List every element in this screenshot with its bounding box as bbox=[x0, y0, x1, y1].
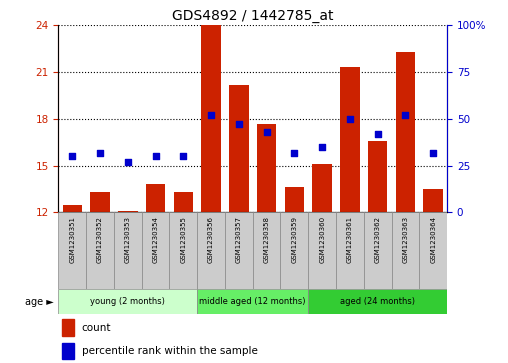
Text: age ►: age ► bbox=[24, 297, 53, 307]
Bar bbox=[62, 343, 74, 359]
Point bbox=[290, 150, 298, 155]
Bar bbox=[368, 141, 388, 212]
Point bbox=[151, 154, 160, 159]
Point bbox=[68, 154, 76, 159]
Bar bbox=[340, 68, 360, 212]
Point bbox=[401, 112, 409, 118]
Bar bbox=[114, 212, 142, 289]
Title: GDS4892 / 1442785_at: GDS4892 / 1442785_at bbox=[172, 9, 333, 23]
Bar bbox=[396, 52, 415, 212]
Bar bbox=[197, 212, 225, 289]
Point bbox=[346, 116, 354, 122]
Text: GSM1230358: GSM1230358 bbox=[264, 216, 270, 263]
Bar bbox=[58, 212, 86, 289]
Point bbox=[235, 122, 243, 127]
Point bbox=[263, 129, 271, 135]
Bar bbox=[253, 212, 280, 289]
Bar bbox=[225, 212, 253, 289]
Bar bbox=[308, 289, 447, 314]
Text: GSM1230360: GSM1230360 bbox=[319, 216, 325, 263]
Bar bbox=[58, 289, 197, 314]
Text: GSM1230351: GSM1230351 bbox=[69, 216, 75, 263]
Text: GSM1230362: GSM1230362 bbox=[374, 216, 380, 263]
Text: GSM1230355: GSM1230355 bbox=[180, 216, 186, 263]
Point bbox=[179, 154, 187, 159]
Bar bbox=[146, 184, 165, 212]
Text: GSM1230363: GSM1230363 bbox=[402, 216, 408, 263]
Bar bbox=[197, 289, 308, 314]
Bar bbox=[308, 212, 336, 289]
Point bbox=[124, 159, 132, 165]
Point bbox=[373, 131, 382, 137]
Text: GSM1230357: GSM1230357 bbox=[236, 216, 242, 263]
Bar bbox=[424, 189, 443, 212]
Bar bbox=[90, 192, 110, 212]
Text: count: count bbox=[82, 323, 111, 333]
Bar bbox=[392, 212, 419, 289]
Bar bbox=[284, 187, 304, 212]
Point bbox=[96, 150, 104, 155]
Point bbox=[207, 112, 215, 118]
Bar bbox=[364, 212, 392, 289]
Bar bbox=[142, 212, 170, 289]
Bar bbox=[336, 212, 364, 289]
Bar bbox=[312, 164, 332, 212]
Bar bbox=[118, 211, 138, 212]
Text: GSM1230359: GSM1230359 bbox=[292, 216, 297, 263]
Text: GSM1230356: GSM1230356 bbox=[208, 216, 214, 263]
Bar bbox=[62, 205, 82, 212]
Bar bbox=[174, 192, 193, 212]
Text: GSM1230364: GSM1230364 bbox=[430, 216, 436, 263]
Bar bbox=[257, 123, 276, 212]
Text: young (2 months): young (2 months) bbox=[90, 297, 165, 306]
Point bbox=[429, 150, 437, 155]
Text: GSM1230352: GSM1230352 bbox=[97, 216, 103, 263]
Text: percentile rank within the sample: percentile rank within the sample bbox=[82, 346, 258, 356]
Bar bbox=[62, 319, 74, 336]
Text: GSM1230354: GSM1230354 bbox=[152, 216, 158, 263]
Text: GSM1230361: GSM1230361 bbox=[347, 216, 353, 263]
Bar bbox=[280, 212, 308, 289]
Point bbox=[318, 144, 326, 150]
Text: aged (24 months): aged (24 months) bbox=[340, 297, 415, 306]
Text: GSM1230353: GSM1230353 bbox=[125, 216, 131, 263]
Bar bbox=[419, 212, 447, 289]
Bar bbox=[86, 212, 114, 289]
Bar bbox=[170, 212, 197, 289]
Bar bbox=[229, 85, 248, 212]
Text: middle aged (12 months): middle aged (12 months) bbox=[200, 297, 306, 306]
Bar bbox=[201, 25, 221, 212]
